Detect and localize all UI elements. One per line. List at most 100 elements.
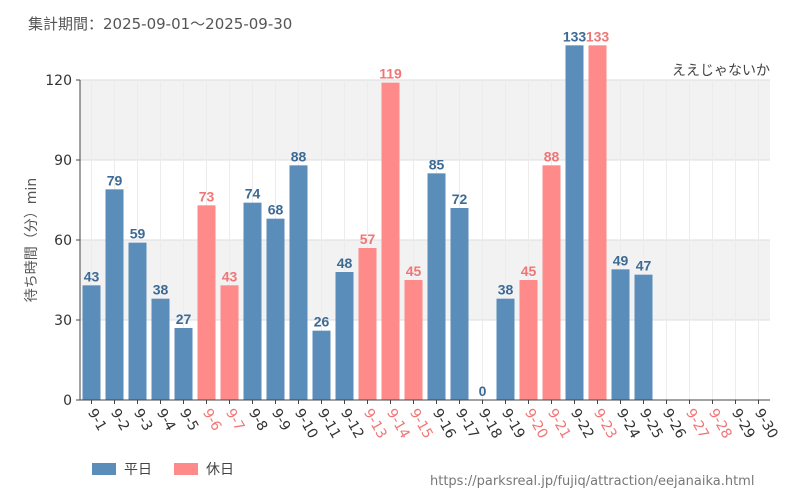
x-tick-label: 9-20 bbox=[521, 406, 551, 442]
source-url[interactable]: https://parksreal.jp/fujiq/attraction/ee… bbox=[430, 474, 755, 489]
x-tick-label: 9-29 bbox=[728, 406, 758, 442]
bar-value-label: 48 bbox=[337, 255, 353, 271]
bar-9-3 bbox=[128, 242, 147, 400]
bar-9-11 bbox=[312, 330, 331, 400]
bar-value-label: 45 bbox=[406, 263, 422, 279]
x-tick-label: 9-19 bbox=[498, 406, 528, 442]
bar-series bbox=[82, 45, 653, 401]
x-tick-label: 9-18 bbox=[475, 406, 505, 442]
legend-swatch-holiday bbox=[174, 463, 198, 475]
bar-value-label: 38 bbox=[498, 282, 514, 298]
bar-value-label: 73 bbox=[199, 188, 215, 204]
bar-9-15 bbox=[404, 280, 423, 400]
x-tick-label: 9-5 bbox=[176, 406, 201, 434]
x-tick-label: 9-16 bbox=[429, 406, 459, 442]
bar-value-label: 43 bbox=[84, 268, 100, 284]
x-tick-label: 9-24 bbox=[613, 406, 643, 442]
chart-title: ええじゃないか bbox=[672, 63, 770, 79]
bar-value-label: 49 bbox=[613, 252, 629, 268]
y-tick-label: 30 bbox=[54, 313, 72, 329]
bar-value-label: 57 bbox=[360, 231, 376, 247]
x-tick-label: 9-25 bbox=[636, 406, 666, 442]
bar-9-9 bbox=[266, 218, 285, 400]
legend-item-holiday: 休日 bbox=[174, 459, 234, 479]
x-tick-label: 9-30 bbox=[751, 406, 781, 442]
plot-band bbox=[80, 80, 770, 160]
x-tick-label: 9-28 bbox=[705, 406, 735, 442]
bar-value-label: 59 bbox=[130, 226, 146, 242]
bar-9-25 bbox=[634, 274, 653, 400]
x-tick-label: 9-7 bbox=[222, 406, 247, 434]
legend: 平日 休日 bbox=[92, 459, 234, 479]
x-tick-label: 9-27 bbox=[682, 406, 712, 442]
bar-9-22 bbox=[565, 45, 584, 400]
x-tick-label: 9-1 bbox=[84, 406, 109, 434]
x-tick-label: 9-9 bbox=[268, 406, 293, 434]
x-tick-label: 9-26 bbox=[659, 406, 689, 442]
bar-9-5 bbox=[174, 328, 193, 400]
bar-value-label: 0 bbox=[479, 383, 487, 399]
bar-value-label: 119 bbox=[379, 66, 402, 82]
x-tick-label: 9-4 bbox=[153, 406, 178, 434]
x-tick-label: 9-12 bbox=[337, 406, 367, 442]
y-tick-label: 120 bbox=[45, 73, 72, 89]
x-tick-label: 9-17 bbox=[452, 406, 482, 442]
x-tick-label: 9-3 bbox=[130, 406, 155, 434]
bar-9-10 bbox=[289, 165, 308, 400]
x-tick-label: 9-22 bbox=[567, 406, 597, 442]
bar-9-14 bbox=[381, 82, 400, 401]
x-tick-label: 9-13 bbox=[360, 406, 390, 442]
bar-value-label: 26 bbox=[314, 314, 330, 330]
bar-value-label: 88 bbox=[544, 148, 560, 164]
legend-label-weekday: 平日 bbox=[124, 462, 152, 478]
legend-swatch-weekday bbox=[92, 463, 116, 475]
y-tick-labels: 0 30 60 90 120 bbox=[45, 73, 80, 409]
bar-value-label: 43 bbox=[222, 268, 238, 284]
x-tick-label: 9-21 bbox=[544, 406, 574, 442]
x-tick-label: 9-6 bbox=[199, 406, 224, 434]
period-label: 集計期間：2025-09-01～2025-09-30 bbox=[28, 15, 293, 33]
bar-9-2 bbox=[105, 189, 124, 400]
bar-9-17 bbox=[450, 208, 469, 400]
bar-9-20 bbox=[519, 280, 538, 400]
bar-9-19 bbox=[496, 298, 515, 400]
bar-value-label: 72 bbox=[452, 191, 468, 207]
bar-9-8 bbox=[243, 202, 262, 400]
bar-value-label: 74 bbox=[245, 186, 261, 202]
x-tick-label: 9-14 bbox=[383, 406, 413, 442]
bar-value-label: 45 bbox=[521, 263, 537, 279]
bar-9-24 bbox=[611, 269, 630, 400]
bar-value-label: 88 bbox=[291, 148, 307, 164]
bar-9-13 bbox=[358, 248, 377, 400]
x-tick-label: 9-11 bbox=[314, 406, 344, 442]
bar-9-1 bbox=[82, 285, 101, 400]
bar-value-label: 79 bbox=[107, 172, 123, 188]
bar-9-23 bbox=[588, 45, 607, 400]
bar-9-12 bbox=[335, 272, 354, 400]
bar-9-7 bbox=[220, 285, 239, 400]
bar-9-6 bbox=[197, 205, 216, 400]
y-tick-label: 0 bbox=[63, 393, 72, 409]
legend-item-weekday: 平日 bbox=[92, 459, 152, 479]
plot-band bbox=[80, 240, 770, 320]
x-tick-label: 9-15 bbox=[406, 406, 436, 442]
x-tick-label: 9-23 bbox=[590, 406, 620, 442]
x-tick-label: 9-8 bbox=[245, 406, 270, 434]
plot-background-bands bbox=[80, 80, 770, 320]
y-tick-label: 60 bbox=[54, 233, 72, 249]
legend-label-holiday: 休日 bbox=[206, 462, 234, 478]
bar-value-label: 133 bbox=[563, 28, 587, 44]
x-tick-labels: 9-19-29-39-49-59-69-79-89-99-109-119-129… bbox=[84, 400, 781, 442]
bar-value-label: 133 bbox=[586, 28, 610, 44]
y-tick-label: 90 bbox=[54, 153, 72, 169]
y-axis-label: 待ち時間（分）min bbox=[24, 178, 40, 302]
x-tick-label: 9-10 bbox=[291, 406, 321, 442]
bar-value-label: 68 bbox=[268, 202, 284, 218]
bar-9-4 bbox=[151, 298, 170, 400]
bar-9-16 bbox=[427, 173, 446, 400]
bar-value-label: 27 bbox=[176, 311, 192, 327]
bar-value-label: 47 bbox=[636, 258, 652, 274]
bar-value-labels: 43 79 59 38 27 73 43 74 68 88 26 48 57 119 45 85 72 0 38 45… bbox=[84, 28, 652, 399]
bar-value-label: 38 bbox=[153, 282, 169, 298]
